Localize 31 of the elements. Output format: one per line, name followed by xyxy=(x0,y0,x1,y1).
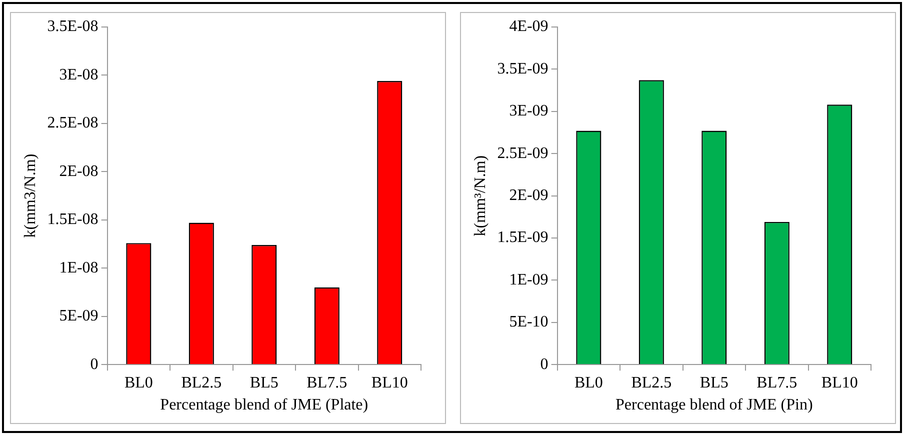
y-tick-label: 0 xyxy=(540,356,548,373)
y-tick-label: 1E-09 xyxy=(509,271,548,288)
y-tick-label: 0 xyxy=(90,356,98,373)
x-axis-title: Percentage blend of JME (Pin) xyxy=(616,396,813,414)
x-tick-label: BL5 xyxy=(250,374,278,392)
y-tick-label: 5E-10 xyxy=(509,314,548,331)
x-axis-title: Percentage blend of JME (Plate) xyxy=(160,396,368,414)
x-tick-label: BL0 xyxy=(574,374,603,392)
x-tick-label: BL10 xyxy=(371,374,408,392)
y-tick-label: 2.5E-08 xyxy=(47,114,98,132)
y-tick-label: 1.5E-08 xyxy=(47,211,98,228)
x-tick-label: BL7.5 xyxy=(306,374,348,392)
y-tick-label: 1E-08 xyxy=(59,259,98,276)
y-tick-label: 2.5E-09 xyxy=(497,144,548,162)
x-tick-label: BL2.5 xyxy=(631,374,672,392)
x-tick-label: BL2.5 xyxy=(181,374,222,392)
x-tick-label: BL0 xyxy=(124,374,153,392)
y-tick-label: 3.5E-08 xyxy=(47,18,98,36)
y-tick-label: 1.5E-09 xyxy=(497,229,548,246)
y-axis-title: k(mm³/N.m) xyxy=(472,155,489,236)
y-tick-label: 2E-09 xyxy=(509,187,548,204)
y-tick-label: 3E-09 xyxy=(509,102,548,120)
y-tick-label: 2E-08 xyxy=(59,162,98,180)
y-tick-label: 4E-09 xyxy=(509,18,548,36)
y-tick-label: 3.5E-09 xyxy=(497,60,548,78)
y-axis-title: k(mm3/N.m) xyxy=(22,154,39,238)
y-tick-label: 3E-08 xyxy=(59,66,98,84)
x-tick-label: BL7.5 xyxy=(756,374,798,392)
y-tick-label: 5E-09 xyxy=(59,308,98,325)
x-tick-label: BL10 xyxy=(821,374,858,392)
x-tick-label: BL5 xyxy=(700,374,728,392)
